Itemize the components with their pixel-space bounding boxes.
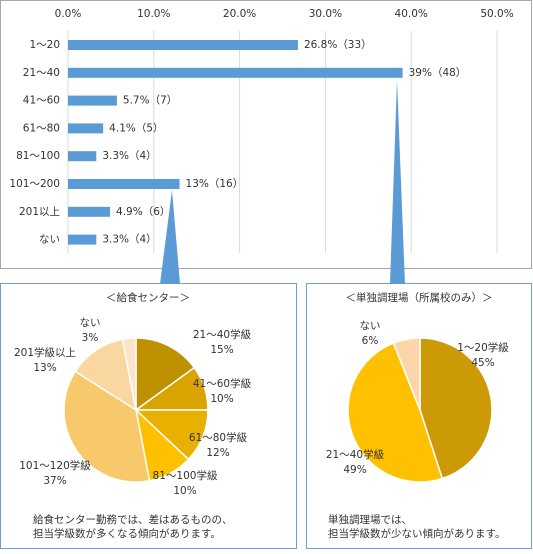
slice-value: 13%	[33, 362, 56, 374]
y-tick-label: 1～20	[29, 39, 60, 51]
x-tick-label: 0.0%	[55, 8, 82, 20]
bar	[68, 206, 111, 217]
slice-value: 15%	[210, 344, 233, 356]
x-tick-label: 40.0%	[395, 8, 428, 20]
bar	[68, 151, 97, 162]
slice-value: 12%	[206, 447, 229, 459]
slice-value: 10%	[210, 393, 233, 405]
data-label: 4.1%（5）	[109, 122, 163, 134]
pie-slice	[121, 337, 137, 411]
y-tick-label: 81～100	[16, 150, 60, 162]
slice-label: ない	[80, 317, 101, 329]
slice-value: 10%	[173, 485, 196, 497]
slice-value: 6%	[362, 335, 379, 347]
pie-slice	[347, 342, 444, 483]
pie-slice	[63, 370, 151, 483]
bar	[68, 234, 97, 245]
pie-slice	[74, 338, 138, 412]
pie-slice	[135, 337, 196, 412]
slice-label: 61～80学級	[189, 431, 248, 444]
data-label: 13%（16）	[186, 178, 244, 190]
slice-label: 41～60学級	[193, 377, 252, 390]
pie-slice	[392, 337, 421, 411]
data-label: 5.7%（7）	[123, 95, 177, 107]
callout	[390, 80, 405, 284]
pie-title: ＜単独調理場（所属校のみ）＞	[346, 291, 493, 304]
y-tick-label: 201以上	[19, 206, 60, 218]
y-tick-label: ない	[39, 234, 60, 246]
x-tick-label: 50.0%	[480, 8, 513, 20]
x-tick-label: 30.0%	[309, 8, 342, 20]
slice-label: 1～20学級	[457, 341, 509, 354]
slice-label: ない	[360, 320, 381, 332]
pie-title: ＜給食センター＞	[106, 291, 190, 304]
y-tick-label: 41～60	[23, 95, 60, 107]
slice-label: 21～40学級	[326, 448, 385, 461]
slice-label: 101～120学級	[19, 459, 91, 472]
slice-value: 3%	[82, 332, 99, 344]
data-label: 26.8%（33）	[304, 39, 372, 51]
data-label: 3.3%（4）	[102, 150, 156, 162]
y-tick-label: 101～200	[9, 178, 60, 190]
data-label: 39%（48）	[409, 67, 467, 79]
x-tick-label: 10.0%	[137, 8, 170, 20]
note: 担当学級数が多くなる傾向があります。	[33, 527, 221, 540]
y-tick-label: 21～40	[23, 67, 60, 79]
bar	[68, 179, 180, 189]
bar	[68, 67, 403, 78]
y-tick-label: 61～80	[23, 122, 60, 134]
slice-value: 45%	[471, 357, 494, 369]
bar	[68, 40, 298, 50]
data-label: 4.9%（6）	[116, 206, 170, 218]
x-tick-label: 20.0%	[223, 8, 256, 20]
bar	[68, 123, 104, 134]
note: 単独調理場では、	[328, 513, 412, 526]
slice-value: 37%	[43, 475, 66, 487]
note: 担当学級数が少ない傾向があります。	[328, 527, 505, 540]
data-label: 3.3%（4）	[102, 234, 156, 246]
callout	[160, 190, 180, 284]
slice-label: 201学級以上	[14, 346, 76, 359]
bar	[68, 95, 117, 106]
slice-label: 81～100学級	[153, 469, 218, 482]
slice-label: 21～40学級	[193, 328, 252, 341]
pie-slice	[419, 337, 493, 480]
note: 給食センター勤務では、差はあるものの、	[33, 513, 233, 526]
slice-value: 49%	[343, 464, 366, 476]
